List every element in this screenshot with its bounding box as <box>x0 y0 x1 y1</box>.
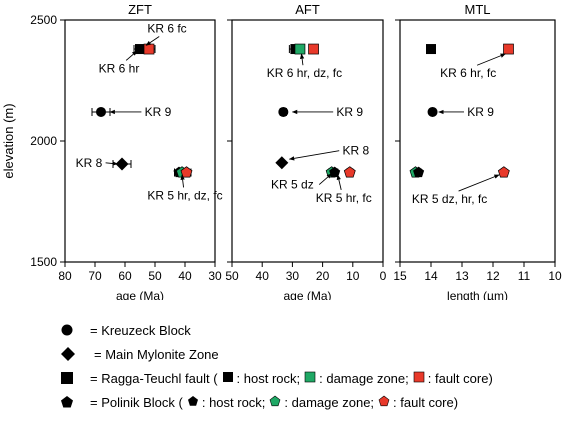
legend-polinik-prefix: = Polinik Block ( <box>90 394 183 410</box>
host-rock-pentagon-icon <box>187 395 199 410</box>
annotation-label-1-3: KR 5 dz <box>271 178 314 192</box>
annotation-arrow-2-2 <box>458 174 500 192</box>
annotation-label-0-1: KR 6 hr <box>99 61 140 75</box>
x-tick-label-2: 10 <box>548 269 562 283</box>
legend-kreuzeck-label: = Kreuzeck Block <box>90 322 191 338</box>
legend-mylonite: = Main Mylonite Zone <box>60 342 560 366</box>
x-tick-label-2: 13 <box>455 269 469 283</box>
annotation-label-2-2: KR 5 dz, hr, fc <box>412 192 487 206</box>
pentagon-marker-icon <box>60 395 82 409</box>
legend-polinik-core: : fault core) <box>393 394 459 410</box>
x-tick-label-2: 11 <box>518 269 531 283</box>
host-rock-square-icon <box>222 371 234 386</box>
fault-core-pentagon-icon <box>378 395 390 410</box>
x-tick-label-0: 50 <box>148 269 162 283</box>
legend: = Kreuzeck Block = Main Mylonite Zone = … <box>60 318 560 414</box>
x-tick-label-1: 20 <box>316 269 330 283</box>
data-point-circle-kr9 <box>427 106 438 117</box>
data-point-square-kr6-dz <box>294 43 306 55</box>
data-point-pentagon-kr5-fc <box>343 166 356 178</box>
legend-polinik-damage: : damage zone; <box>284 394 375 410</box>
annotation-arrow-0-1 <box>125 50 138 61</box>
x-tick-label-1: 40 <box>256 269 270 283</box>
damage-zone-square-icon <box>304 371 316 386</box>
x-tick-label-0: 40 <box>178 269 192 283</box>
data-point-square-kr6-hr <box>135 44 145 55</box>
legend-mylonite-label: = Main Mylonite Zone <box>94 346 219 362</box>
panel-frame-1 <box>231 19 384 263</box>
legend-ragga-prefix: = Ragga-Teuchl fault ( <box>90 370 218 386</box>
square-marker-icon <box>60 371 82 385</box>
x-tick-label-0: 70 <box>88 269 102 283</box>
legend-ragga: = Ragga-Teuchl fault ( : host rock; : da… <box>60 366 560 390</box>
annotation-label-0-2: KR 9 <box>145 105 172 119</box>
damage-zone-pentagon-icon <box>269 395 281 410</box>
annotation-label-1-4: KR 5 hr, fc <box>316 191 372 205</box>
annotation-label-1-1: KR 9 <box>336 105 363 119</box>
data-point-square-kr6-fc <box>143 43 155 55</box>
x-tick-label-1: 0 <box>380 269 387 283</box>
data-point-square-kr6-fc <box>503 43 514 55</box>
x-axis-label-1: age (Ma) <box>283 289 331 300</box>
legend-polinik-host: : host rock; <box>201 394 266 410</box>
y-tick-label: 1500 <box>30 255 57 269</box>
data-point-circle-kr9 <box>278 106 289 117</box>
figure: elevation (m) ZFT 80 70 60 50 40 30 age (Ma) 1500… <box>1 2 562 300</box>
fault-core-square-icon <box>413 371 425 386</box>
x-tick-label-1: 10 <box>346 269 360 283</box>
x-tick-label-1: 50 <box>225 269 239 283</box>
data-point-pentagon-kr5-hr <box>413 166 425 178</box>
x-axis-label-0: age (Ma) <box>116 289 164 300</box>
y-tick-label: 2000 <box>30 134 57 148</box>
x-axis-label-2: length (µm) <box>447 289 508 300</box>
annotation-label-1-2: KR 8 <box>342 144 369 158</box>
data-point-circle-kr9 <box>96 106 106 117</box>
annotation-arrow-0-3 <box>105 161 119 166</box>
x-tick-label-2: 14 <box>424 269 438 283</box>
x-tick-label-2: 15 <box>393 269 407 283</box>
data-point-diamond-kr8 <box>275 156 289 170</box>
legend-kreuzeck: = Kreuzeck Block <box>60 318 560 342</box>
annotation-label-1-0: KR 6 hr, dz, fc <box>267 66 342 80</box>
data-point-diamond-kr8 <box>115 157 129 171</box>
annotation-label-2-1: KR 9 <box>467 105 494 119</box>
annotation-arrow-1-0 <box>299 53 305 66</box>
x-tick-label-0: 60 <box>118 269 132 283</box>
diamond-marker-icon <box>60 346 82 362</box>
panel-title-1: AFT <box>295 2 320 17</box>
annotation-label-0-3: KR 8 <box>76 156 103 170</box>
x-tick-label-1: 30 <box>286 269 300 283</box>
annotation-arrow-1-3 <box>318 173 333 185</box>
annotation-arrow-0-4 <box>180 174 185 188</box>
annotation-arrow-2-0 <box>476 53 506 66</box>
annotation-arrow-1-4 <box>336 174 342 190</box>
annotation-arrow-1-2 <box>288 150 340 161</box>
y-axis-label: elevation (m) <box>1 103 16 178</box>
panel-title-2: MTL <box>465 2 491 17</box>
panel-frame-0 <box>64 19 216 263</box>
y-tick-label: 2500 <box>30 13 57 27</box>
annotation-label-2-0: KR 6 hr, fc <box>440 66 496 80</box>
data-point-square-kr6-fc <box>308 43 319 55</box>
data-point-square-kr6-hr <box>426 44 436 55</box>
data-point-pentagon-kr5-fc <box>497 166 510 178</box>
legend-ragga-damage: : damage zone; <box>319 370 409 386</box>
x-tick-label-0: 30 <box>208 269 222 283</box>
legend-ragga-host: : host rock; <box>236 370 301 386</box>
annotation-label-0-4: KR 5 hr, dz, fc <box>147 188 222 202</box>
annotation-label-0-0: KR 6 fc <box>147 21 186 35</box>
x-tick-label-2: 12 <box>486 269 500 283</box>
x-tick-label-0: 80 <box>58 269 72 283</box>
legend-polinik: = Polinik Block ( : host rock; : damage … <box>60 390 560 414</box>
legend-ragga-core: : fault core) <box>427 370 493 386</box>
circle-marker-icon <box>60 323 82 337</box>
annotation-arrow-0-0 <box>145 36 160 46</box>
panel-title-0: ZFT <box>128 2 152 17</box>
panel-frame-2 <box>399 19 556 263</box>
